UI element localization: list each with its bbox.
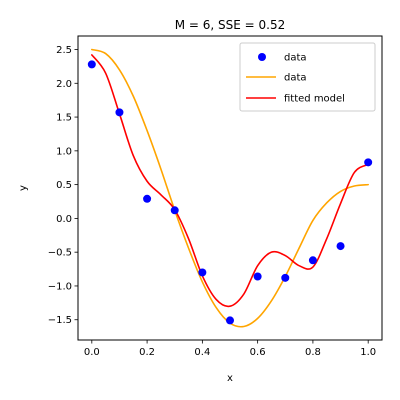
data-point: [281, 273, 290, 282]
data-point: [226, 316, 234, 325]
y-axis-ticks: −1.5 −1.0 −0.5 0.0 0.5 1.0 1.5 2.0 2.5: [48, 45, 78, 326]
data-point: [87, 60, 96, 69]
x-tick-label: 0.0: [84, 347, 100, 358]
y-tick-label: 2.5: [56, 45, 72, 56]
data-point: [308, 256, 317, 265]
legend-marker: [258, 53, 266, 61]
legend-label: fitted model: [284, 94, 345, 105]
legend-label: data: [284, 53, 307, 64]
plot-frame: [77, 35, 383, 341]
data-point: [198, 268, 207, 277]
data-point: [170, 206, 179, 215]
x-tick-label: 0.4: [194, 347, 210, 358]
y-tick-label: 0.5: [56, 180, 72, 191]
data-point: [143, 194, 152, 203]
legend-label: data: [284, 73, 307, 84]
y-tick-label: −1.5: [48, 315, 72, 326]
series-line-2: [91, 54, 369, 308]
y-axis-label: y: [18, 185, 29, 191]
data-point: [336, 242, 345, 251]
y-tick-label: −0.5: [48, 248, 72, 259]
legend-entries: data data fitted model: [246, 53, 345, 105]
data-point: [253, 272, 262, 281]
y-tick-label: −1.0: [48, 281, 72, 292]
chart-title: M = 6, SSE = 0.52: [175, 18, 286, 32]
x-tick-label: 0.6: [250, 347, 266, 358]
series-layer: [87, 48, 373, 328]
y-tick-label: 1.0: [56, 146, 72, 157]
data-point: [115, 108, 124, 117]
data-point: [364, 158, 373, 167]
y-tick-label: 2.0: [56, 79, 72, 90]
x-tick-label: 0.8: [305, 347, 321, 358]
x-tick-label: 0.2: [139, 347, 155, 358]
legend-box: [239, 42, 376, 112]
y-tick-label: 1.5: [56, 113, 72, 124]
x-tick-label: 1.0: [360, 347, 376, 358]
y-tick-label: 0.0: [56, 214, 72, 225]
x-axis-ticks: 0.0 0.2 0.4 0.6 0.8 1.0: [84, 340, 376, 358]
legend: data data fitted model: [239, 42, 376, 112]
x-axis-label: x: [227, 373, 233, 384]
